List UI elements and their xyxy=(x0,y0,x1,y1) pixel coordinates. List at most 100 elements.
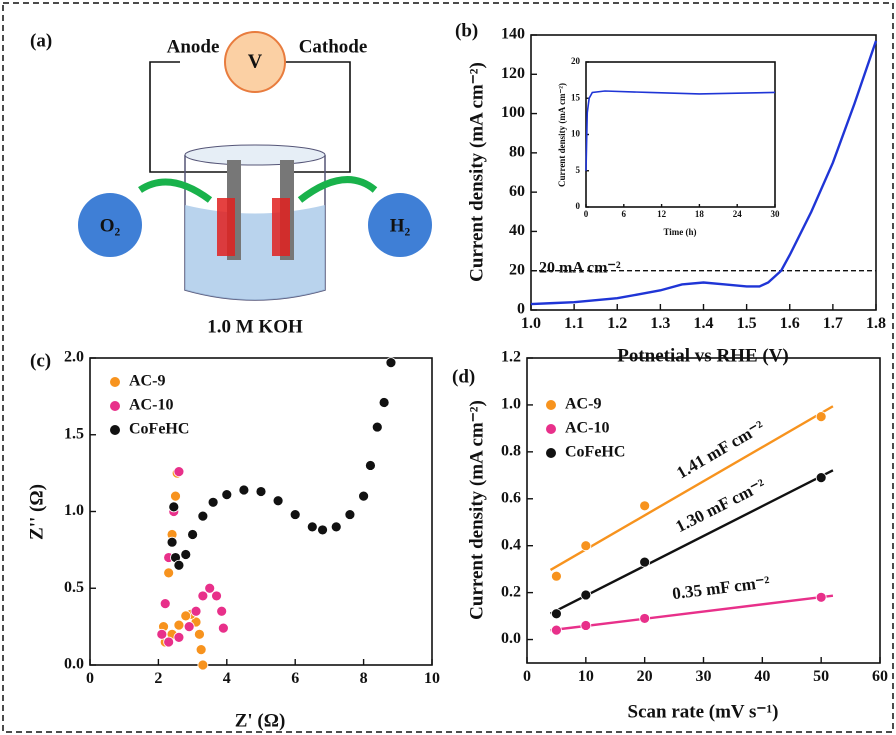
y-tick-label: 1.0 xyxy=(64,502,84,519)
point xyxy=(198,591,208,601)
x-tick-label: 1.2 xyxy=(607,315,627,332)
point xyxy=(188,530,198,540)
catalyst xyxy=(217,198,235,256)
point xyxy=(581,541,591,551)
point xyxy=(345,510,355,520)
point xyxy=(551,625,561,635)
x-tick-label: 1.6 xyxy=(780,315,800,332)
beaker-rim xyxy=(185,145,325,165)
point xyxy=(379,398,389,408)
point xyxy=(222,490,232,500)
point xyxy=(157,629,167,639)
point xyxy=(273,496,283,506)
electrolyte-label: 1.0 M KOH xyxy=(207,316,303,337)
y-tick-label: 60 xyxy=(509,183,525,200)
x-tick-label: 0 xyxy=(86,670,94,687)
point xyxy=(372,422,382,432)
y-tick-label: 0.0 xyxy=(64,656,84,673)
x-tick-label: 30 xyxy=(696,668,712,685)
anode-label: Anode xyxy=(167,36,220,57)
cathode-label: Cathode xyxy=(299,36,368,57)
x-tick-label: 0 xyxy=(584,209,589,219)
legend-label: CoFeHC xyxy=(565,444,625,461)
fit-annotation: 0.35 mF cm⁻² xyxy=(671,572,771,603)
y-tick-label: 20 xyxy=(571,56,581,66)
panel-label: (a) xyxy=(30,30,52,51)
reference-label: 20 mA cm⁻² xyxy=(539,259,621,276)
point xyxy=(171,491,181,501)
point xyxy=(174,620,184,630)
x-tick-label: 1.5 xyxy=(737,315,757,332)
point xyxy=(640,613,650,623)
x-tick-label: 50 xyxy=(813,668,829,685)
y-tick-label: 40 xyxy=(509,222,525,239)
x-axis-label: Time (h) xyxy=(663,227,696,237)
voltmeter-label: V xyxy=(248,51,263,73)
legend-label: CoFeHC xyxy=(129,421,189,438)
point xyxy=(359,491,369,501)
point xyxy=(174,632,184,642)
point xyxy=(551,609,561,619)
x-axis-label: Z' (Ω) xyxy=(235,710,286,731)
x-tick-label: 0 xyxy=(523,668,531,685)
y-tick-label: 0.5 xyxy=(64,579,84,596)
oxygen-label: O₂ xyxy=(100,215,121,236)
point xyxy=(181,611,191,621)
point xyxy=(365,460,375,470)
x-tick-label: 1.8 xyxy=(866,315,886,332)
y-tick-label: 0.6 xyxy=(501,489,521,506)
catalyst xyxy=(272,198,290,256)
point xyxy=(174,467,184,477)
legend-label: AC-10 xyxy=(129,397,173,414)
legend-marker xyxy=(546,448,556,458)
y-tick-label: 120 xyxy=(501,65,525,82)
point xyxy=(816,592,826,602)
point xyxy=(169,502,179,512)
point xyxy=(198,511,208,521)
x-tick-label: 4 xyxy=(223,670,231,687)
point xyxy=(331,522,341,532)
point xyxy=(184,622,194,632)
point xyxy=(640,501,650,511)
electrolyte xyxy=(185,205,325,300)
point xyxy=(167,537,177,547)
y-tick-label: 1.5 xyxy=(64,425,84,442)
point xyxy=(239,485,249,495)
y-tick-label: 0 xyxy=(576,201,581,211)
point xyxy=(198,660,208,670)
point xyxy=(217,606,227,616)
point xyxy=(256,487,266,497)
x-tick-label: 60 xyxy=(872,668,888,685)
point xyxy=(196,645,206,655)
point xyxy=(581,590,591,600)
y-tick-label: 2.0 xyxy=(64,349,84,366)
point xyxy=(551,571,561,581)
x-tick-label: 12 xyxy=(657,209,667,219)
legend-label: AC-10 xyxy=(565,420,609,437)
point xyxy=(290,510,300,520)
x-tick-label: 30 xyxy=(771,209,781,219)
legend-label: AC-9 xyxy=(129,373,165,390)
point xyxy=(164,568,174,578)
y-tick-label: 0 xyxy=(517,301,525,318)
x-tick-label: 1.1 xyxy=(564,315,584,332)
x-tick-label: 40 xyxy=(754,668,770,685)
x-axis-label: Potnetial vs RHE (V) xyxy=(617,345,789,366)
arrow xyxy=(300,180,375,200)
x-tick-label: 20 xyxy=(637,668,653,685)
x-tick-label: 10 xyxy=(578,668,594,685)
y-tick-label: 1.2 xyxy=(501,349,521,366)
y-tick-label: 20 xyxy=(509,261,525,278)
y-tick-label: 0.2 xyxy=(501,583,521,600)
y-tick-label: 10 xyxy=(571,129,581,139)
point xyxy=(194,629,204,639)
point xyxy=(208,497,218,507)
x-tick-label: 6 xyxy=(291,670,299,687)
x-tick-label: 10 xyxy=(424,670,440,687)
y-tick-label: 0.8 xyxy=(501,443,521,460)
point xyxy=(181,549,191,559)
point xyxy=(191,606,201,616)
y-tick-label: 140 xyxy=(501,26,525,43)
y-tick-label: 5 xyxy=(576,165,581,175)
panel-label: (c) xyxy=(30,350,51,371)
